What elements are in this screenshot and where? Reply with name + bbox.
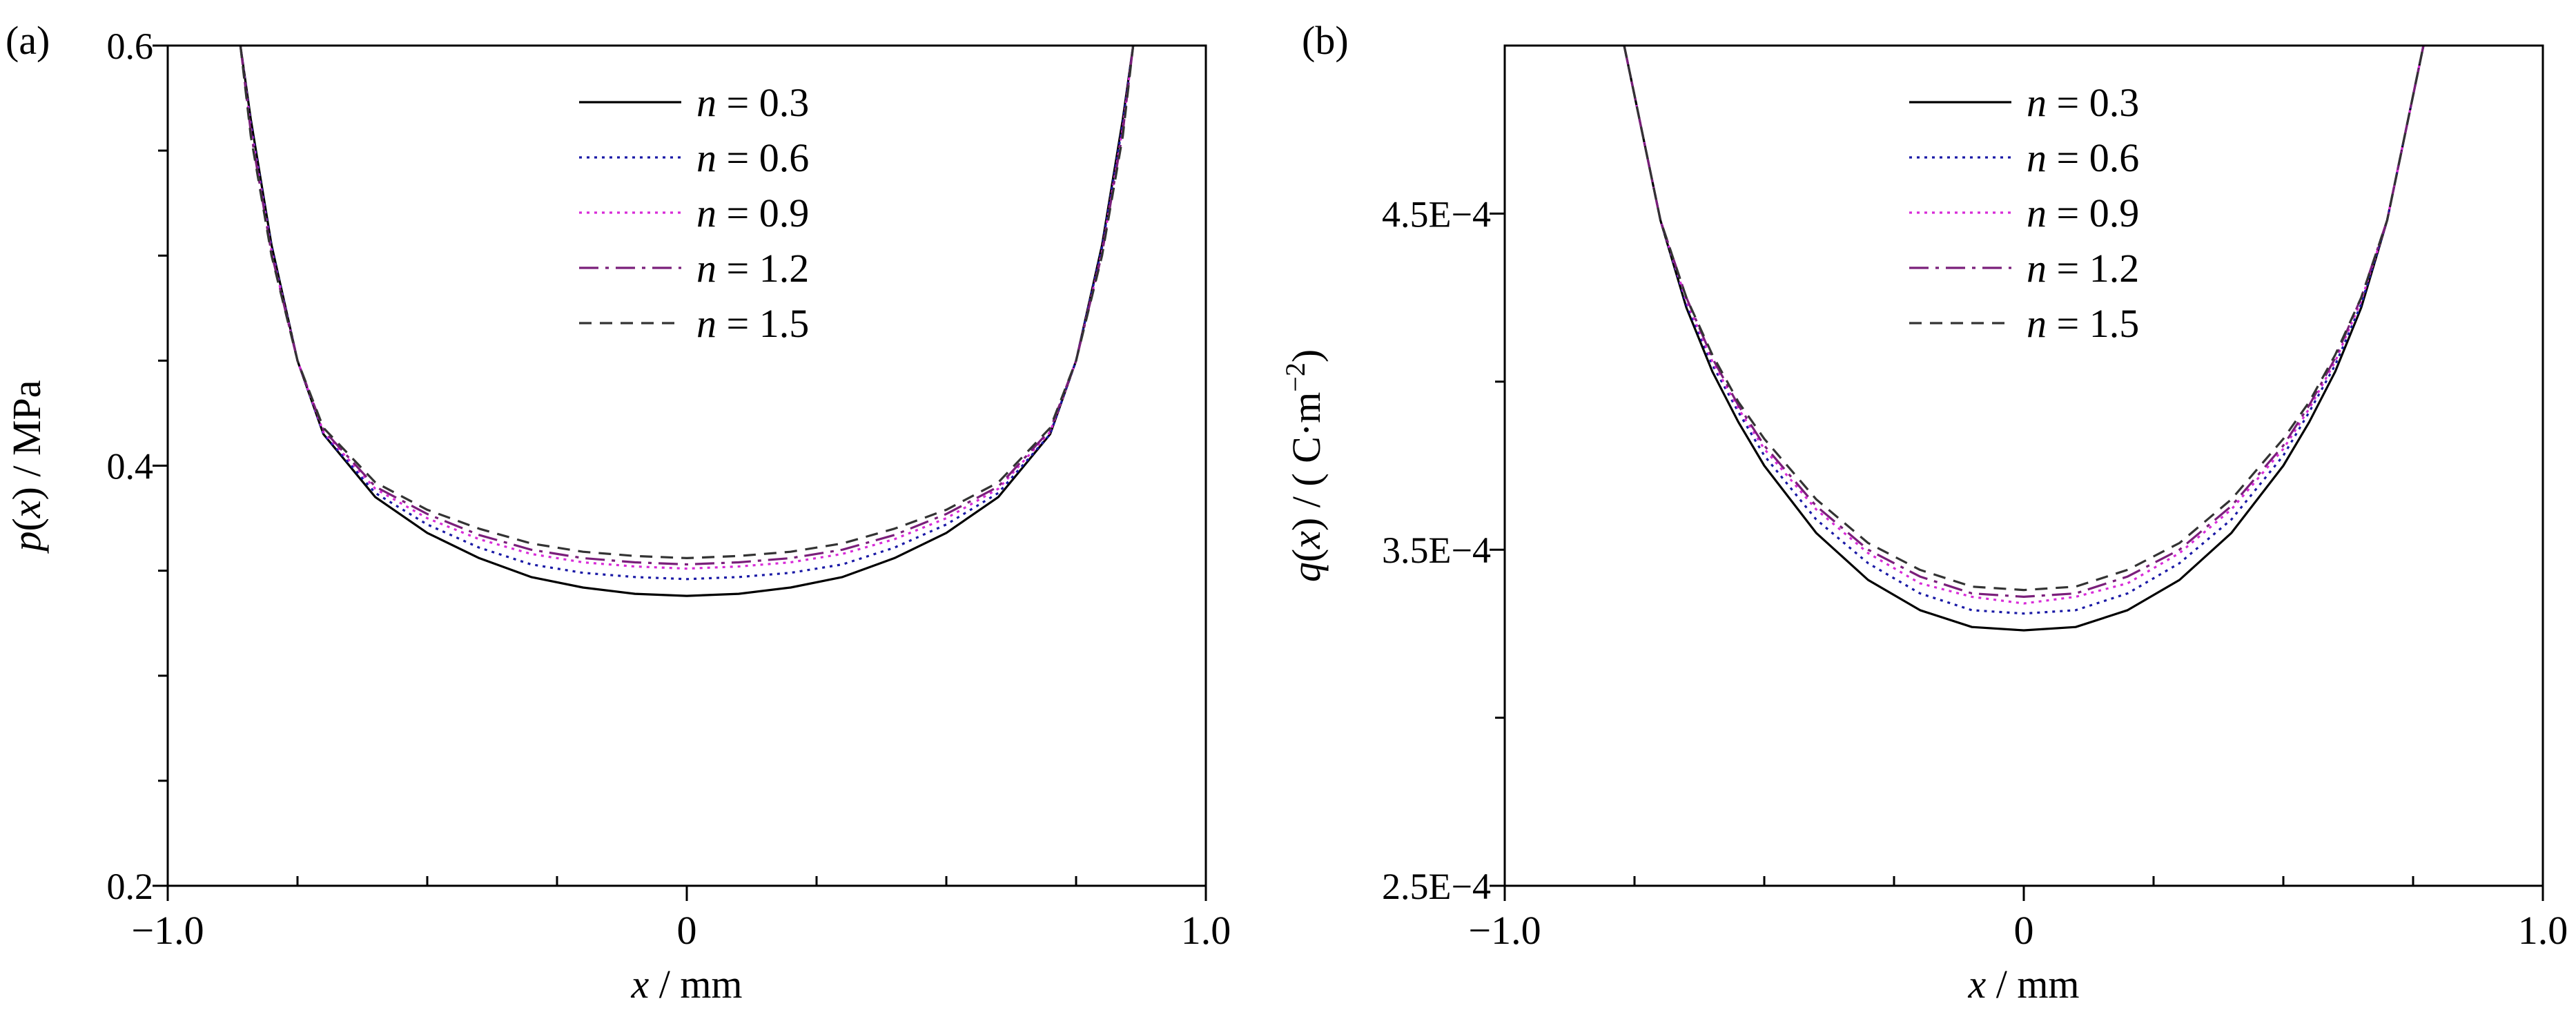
legend-entry-label: n = 0.3	[696, 80, 809, 125]
y-axis-label: p(x) / MPa	[4, 380, 49, 554]
series-group	[239, 46, 1135, 597]
legend-entry-label: n = 0.9	[696, 191, 809, 235]
chart-panel-b: −1.0 0 1.0 2.5E−4 3.5E−4 4.5E−4 (b) x / mm q(x) …	[1280, 18, 2568, 1007]
x-axis-label: x / mm	[630, 962, 742, 1007]
chart-panel-a: −1.0 0 1.0 0.2 0.4 0.6 (a) x / mm p(x) / MPa n = …	[4, 18, 1231, 1007]
x-axis-label: x / mm	[1967, 962, 2079, 1007]
legend-entry-label: n = 0.3	[2027, 80, 2139, 125]
series-line-n-0-9	[1623, 46, 2425, 605]
legend: n = 0.3 n = 0.6 n = 0.9 n = 1.2 n = 1.5	[579, 80, 809, 346]
legend-entry-label: n = 1.5	[2027, 301, 2139, 346]
panel-label: (a)	[6, 18, 50, 63]
series-line-n-0-3	[1623, 46, 2425, 632]
legend-entry-label: n = 1.2	[696, 246, 809, 291]
legend-entry-label: n = 1.5	[696, 301, 809, 346]
series-line-n-1-5	[1623, 46, 2425, 592]
legend-entry-label: n = 0.6	[2027, 135, 2139, 180]
y-tick-label: 3.5E−4	[1382, 530, 1491, 571]
series-line-n-1-2	[239, 46, 1135, 566]
y-tick-label: 0.4	[107, 446, 154, 487]
y-tick-label: 0.6	[107, 26, 154, 67]
legend-entry-label: n = 1.2	[2027, 246, 2139, 291]
legend-entry-label: n = 0.9	[2027, 191, 2139, 235]
series-line-n-0-3	[239, 46, 1135, 597]
series-line-n-1-5	[239, 46, 1135, 559]
x-tick-label: 0	[677, 908, 697, 953]
series-line-n-0-6	[1623, 46, 2425, 615]
plot-frame	[166, 44, 1207, 887]
y-tick-label: 4.5E−4	[1382, 193, 1491, 235]
x-tick-label: −1.0	[131, 908, 204, 953]
x-tick-label: 1.0	[1181, 908, 1231, 953]
x-tick-label: 1.0	[2518, 908, 2568, 953]
y-tick-label: 0.2	[107, 866, 154, 907]
series-group	[1623, 46, 2425, 632]
series-line-n-0-9	[239, 46, 1135, 570]
y-tick-label: 2.5E−4	[1382, 866, 1491, 907]
panel-label: (b)	[1302, 18, 1349, 63]
legend: n = 0.3 n = 0.6 n = 0.9 n = 1.2 n = 1.5	[1909, 80, 2139, 346]
series-line-n-0-6	[239, 46, 1135, 581]
x-tick-label: −1.0	[1468, 908, 1541, 953]
series-line-n-1-2	[1623, 46, 2425, 598]
y-axis-label: q(x) / ( C·m−2)	[1280, 349, 1329, 582]
x-tick-label: 0	[2014, 908, 2034, 953]
plot-frame	[1503, 44, 2544, 887]
legend-entry-label: n = 0.6	[696, 135, 809, 180]
